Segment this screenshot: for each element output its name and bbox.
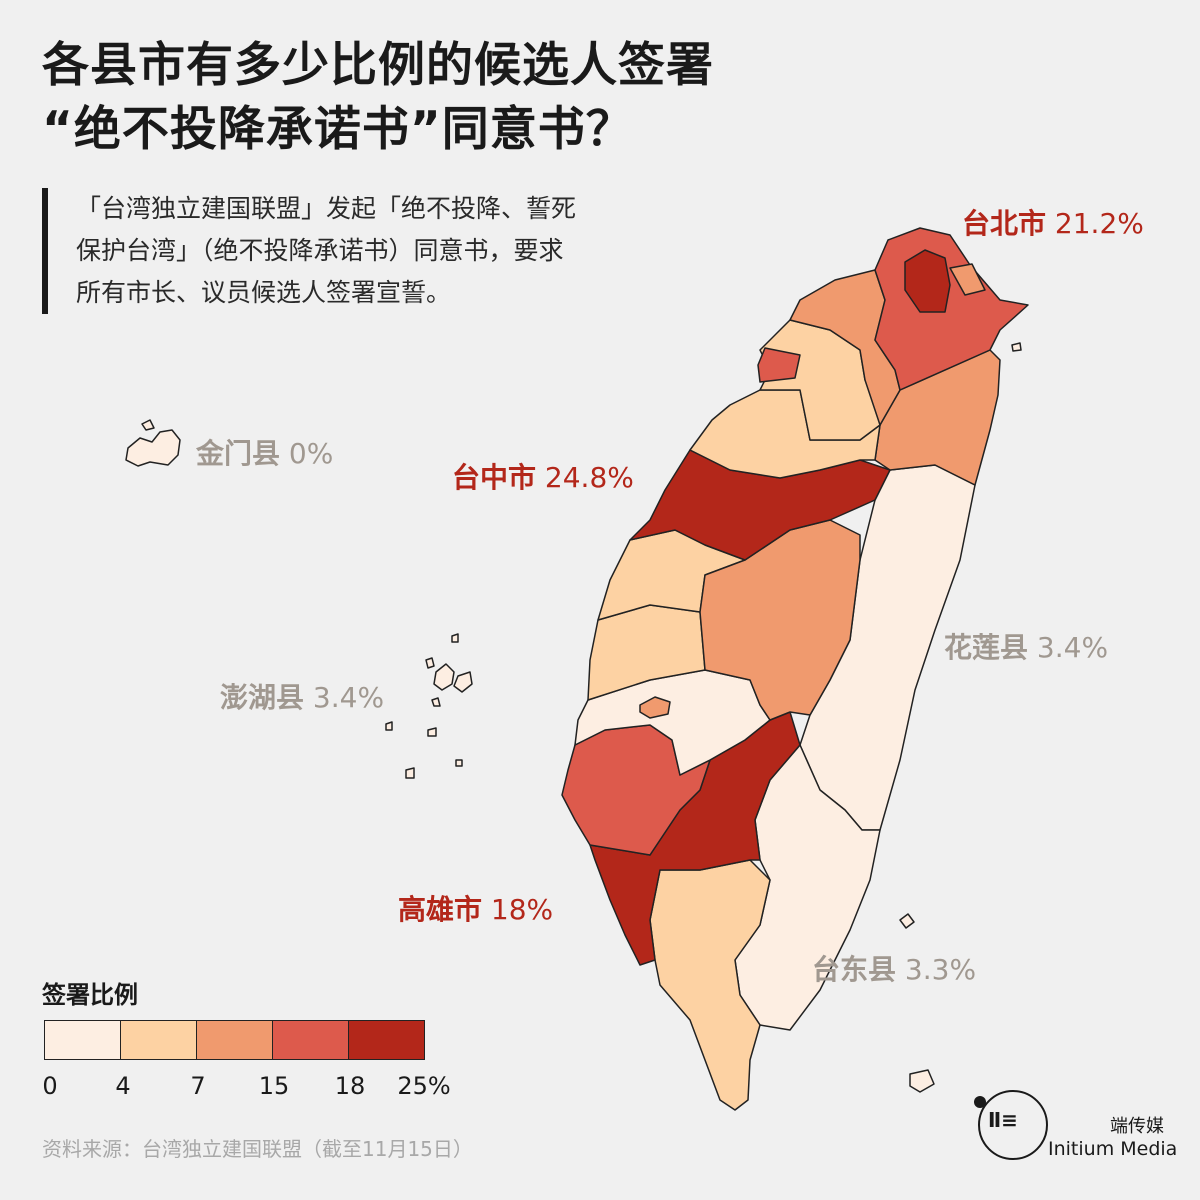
label-taitung: 台东县 3.3% xyxy=(812,948,976,988)
legend-tick-4: 4 xyxy=(115,1072,131,1100)
label-taitung-name: 台东县 xyxy=(812,953,897,986)
intro-line-2: 保护台湾」（绝不投降承诺书）同意书，要求 xyxy=(76,236,564,265)
intro-line-3: 所有市长、议员候选人签署宣誓。 xyxy=(76,278,452,307)
intro-line-1: 「台湾独立建国联盟」发起「绝不投降、誓死 xyxy=(76,194,577,223)
page-title: 各县市有多少比例的候选人签署 “绝不投降承诺书”同意书？ xyxy=(42,34,714,162)
brand-name-cn: 端传媒 xyxy=(1110,1116,1164,1137)
label-taipei-name: 台北市 xyxy=(962,207,1047,240)
label-penghu-name: 澎湖县 xyxy=(220,681,305,714)
region-chiayi-city xyxy=(639,696,671,719)
region-pingtung xyxy=(649,859,771,1111)
label-kinmen-name: 金门县 xyxy=(196,437,281,470)
label-kaohsiung-value: 18% xyxy=(490,893,554,926)
region-orchid-island xyxy=(909,1069,935,1093)
label-penghu-value: 3.4% xyxy=(312,681,385,714)
label-kaohsiung: 高雄市 18% xyxy=(398,888,553,928)
logo-dot-icon xyxy=(974,1096,986,1108)
label-kinmen-value: 0% xyxy=(288,437,334,470)
initium-logo-icon: Ⅱ≡ xyxy=(974,1090,1048,1160)
region-north-islet xyxy=(1011,342,1022,352)
label-taichung: 台中市 24.8% xyxy=(452,456,634,496)
label-taichung-name: 台中市 xyxy=(452,461,537,494)
region-penghu xyxy=(385,633,473,779)
legend-title: 签署比例 xyxy=(42,981,138,1009)
region-kinmen xyxy=(125,429,181,467)
legend-tick-0: 0 xyxy=(42,1072,58,1100)
legend-swatch-15-18 xyxy=(273,1021,349,1059)
region-new-taipei xyxy=(874,227,1029,391)
legend-tick-25: 25% xyxy=(397,1072,451,1100)
label-hualien-value: 3.4% xyxy=(1036,631,1109,664)
label-taipei-value: 21.2% xyxy=(1054,207,1144,240)
label-kaohsiung-name: 高雄市 xyxy=(398,893,483,926)
source-note: 资料来源：台湾独立建国联盟（截至11月15日） xyxy=(42,1137,473,1161)
label-hualien-name: 花莲县 xyxy=(944,631,1029,664)
region-hsinchu-city xyxy=(757,347,801,383)
region-keelung xyxy=(949,263,986,296)
intro-text: 「台湾独立建国联盟」发起「绝不投降、誓死 保护台湾」（绝不投降承诺书）同意书，要… xyxy=(42,188,766,314)
brand-name-en: Initium Media xyxy=(1048,1138,1178,1160)
legend-swatch-4-7 xyxy=(121,1021,197,1059)
legend-bar xyxy=(44,1020,425,1060)
label-penghu: 澎湖县 3.4% xyxy=(220,676,384,716)
legend-swatch-7-15 xyxy=(197,1021,273,1059)
region-kinmen-islet xyxy=(141,419,155,431)
logo-glyph-icon: Ⅱ≡ xyxy=(988,1108,1018,1132)
label-taitung-value: 3.3% xyxy=(904,953,977,986)
legend-tick-7: 7 xyxy=(190,1072,206,1100)
legend-tick-15: 15 xyxy=(258,1072,290,1100)
label-taipei: 台北市 21.2% xyxy=(962,202,1144,242)
legend-tick-18: 18 xyxy=(334,1072,366,1100)
region-green-island xyxy=(899,913,915,929)
label-taichung-value: 24.8% xyxy=(544,461,634,494)
legend-swatch-18-25 xyxy=(349,1021,424,1059)
title-line-2: “绝不投降承诺书”同意书？ xyxy=(42,102,634,157)
legend-swatch-0-4 xyxy=(45,1021,121,1059)
title-line-1: 各县市有多少比例的候选人签署 xyxy=(42,38,714,93)
region-taipei-city xyxy=(904,249,951,313)
label-hualien: 花莲县 3.4% xyxy=(944,626,1108,666)
label-kinmen: 金门县 0% xyxy=(196,432,333,472)
